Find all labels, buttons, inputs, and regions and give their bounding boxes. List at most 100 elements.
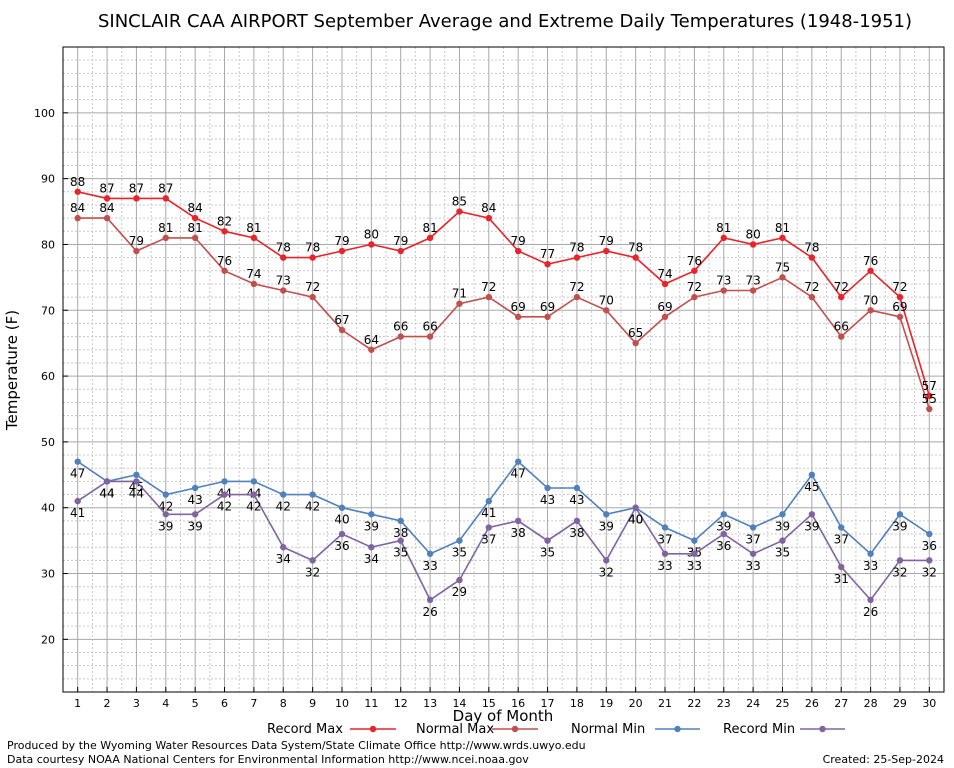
normal-max-point xyxy=(485,293,493,301)
normal-max-point xyxy=(779,274,786,281)
record-min-data-label: 33 xyxy=(745,559,760,573)
x-tick-label: 4 xyxy=(162,697,169,710)
legend-marker-normal-min xyxy=(674,725,681,733)
record-max-point xyxy=(603,247,610,255)
normal-min-point xyxy=(749,524,757,531)
normal-min-point xyxy=(74,458,81,465)
normal-max-point xyxy=(397,333,404,340)
y-axis-ticks: 20 30 40 50 60 70 80 90 100 xyxy=(34,107,68,646)
record-min-series: 41 44 44 39 39 42 42 34 32 36 34 35 26 29 37 38 35 38 32 40… xyxy=(70,478,937,619)
record-max-point xyxy=(368,241,375,248)
normal-min-data-label: 44 xyxy=(99,486,114,500)
record-min-point xyxy=(603,557,610,564)
record-min-point xyxy=(74,497,81,505)
record-min-point xyxy=(309,557,316,564)
record-min-data-label: 36 xyxy=(334,539,349,553)
record-max-point xyxy=(926,392,933,400)
y-tick-label: 80 xyxy=(41,238,55,251)
record-max-point xyxy=(838,293,845,301)
record-max-point xyxy=(661,280,669,288)
record-max-data-label: 81 xyxy=(716,221,731,235)
normal-max-point xyxy=(691,293,698,301)
normal-max-data-label: 65 xyxy=(628,326,643,340)
record-max-data-label: 81 xyxy=(246,221,261,235)
record-min-point xyxy=(162,511,169,518)
normal-min-data-label: 39 xyxy=(599,519,614,533)
record-max-point xyxy=(896,293,904,301)
normal-max-point xyxy=(867,307,874,314)
normal-max-point xyxy=(632,339,639,347)
record-max-point xyxy=(133,195,140,202)
legend: Record Max Normal Max Normal Min Record Min xyxy=(267,722,845,737)
record-max-data-label: 87 xyxy=(99,181,114,195)
x-axis-label: Day of Month xyxy=(453,707,554,725)
record-max-data-label: 80 xyxy=(364,227,379,241)
record-max-data-label: 81 xyxy=(775,221,790,235)
record-min-data-label: 39 xyxy=(804,519,819,533)
normal-min-data-label: 41 xyxy=(481,506,496,520)
x-tick-label: 21 xyxy=(658,697,672,710)
x-tick-label: 23 xyxy=(717,697,731,710)
normal-max-data-label: 71 xyxy=(452,287,467,301)
legend-label-normal-min: Normal Min xyxy=(571,722,645,737)
normal-min-point xyxy=(838,524,845,531)
record-min-point xyxy=(426,596,434,604)
x-tick-label: 7 xyxy=(250,697,257,710)
record-min-line xyxy=(77,480,930,602)
record-min-data-label: 44 xyxy=(99,486,114,500)
x-tick-label: 3 xyxy=(133,697,140,710)
record-min-data-label: 32 xyxy=(305,565,320,579)
normal-min-point xyxy=(485,497,493,505)
record-max-data-label: 78 xyxy=(569,241,584,255)
record-min-point xyxy=(779,537,786,544)
normal-min-data-label: 43 xyxy=(569,493,584,507)
normal-max-data-label: 81 xyxy=(188,221,203,235)
y-tick-label: 20 xyxy=(41,633,55,646)
record-max-point xyxy=(456,208,463,215)
record-max-point xyxy=(691,267,698,274)
record-max-data-label: 74 xyxy=(657,267,672,281)
record-min-point xyxy=(720,530,727,538)
normal-min-data-label: 40 xyxy=(334,513,349,527)
record-min-data-label: 32 xyxy=(922,565,937,579)
normal-min-data-label: 37 xyxy=(745,532,760,546)
y-tick-label: 100 xyxy=(34,107,55,120)
x-tick-label: 14 xyxy=(452,697,466,710)
record-min-data-label: 32 xyxy=(892,565,907,579)
record-max-data-label: 80 xyxy=(745,227,760,241)
normal-min-point xyxy=(779,511,786,518)
record-max-data-label: 85 xyxy=(452,195,467,209)
normal-min-point xyxy=(338,504,346,511)
record-min-data-label: 40 xyxy=(628,513,643,527)
x-axis-ticks: 1 2 3 4 5 6 7 8 9 10 11 12 13 14 15 16 17 18 19 20 21 22 23 24 2… xyxy=(74,687,936,710)
record-min-point xyxy=(691,550,698,557)
x-tick-label: 13 xyxy=(423,697,437,710)
normal-max-data-label: 70 xyxy=(863,293,878,307)
normal-min-point xyxy=(426,550,434,557)
normal-min-point xyxy=(368,511,375,518)
normal-min-data-label: 33 xyxy=(422,559,437,573)
x-tick-label: 20 xyxy=(629,697,643,710)
record-min-point xyxy=(544,537,551,544)
record-max-point xyxy=(632,254,639,261)
record-max-data-label: 79 xyxy=(334,234,349,248)
normal-min-point xyxy=(926,530,933,538)
normal-min-data-label: 47 xyxy=(70,467,85,481)
x-tick-label: 2 xyxy=(104,697,111,710)
record-min-point xyxy=(514,517,522,525)
x-tick-label: 1 xyxy=(74,697,81,710)
record-min-point xyxy=(280,544,287,551)
normal-min-point xyxy=(808,471,816,479)
normal-max-data-label: 84 xyxy=(70,201,85,215)
normal-min-data-label: 39 xyxy=(892,519,907,533)
record-min-point xyxy=(191,511,199,518)
record-min-data-label: 33 xyxy=(657,559,672,573)
normal-max-data-label: 72 xyxy=(305,280,320,294)
record-min-point xyxy=(485,524,493,531)
normal-min-point xyxy=(896,511,904,518)
normal-max-point xyxy=(103,214,111,222)
grid xyxy=(62,46,945,693)
normal-min-point xyxy=(221,478,228,485)
record-min-data-label: 38 xyxy=(569,526,584,540)
